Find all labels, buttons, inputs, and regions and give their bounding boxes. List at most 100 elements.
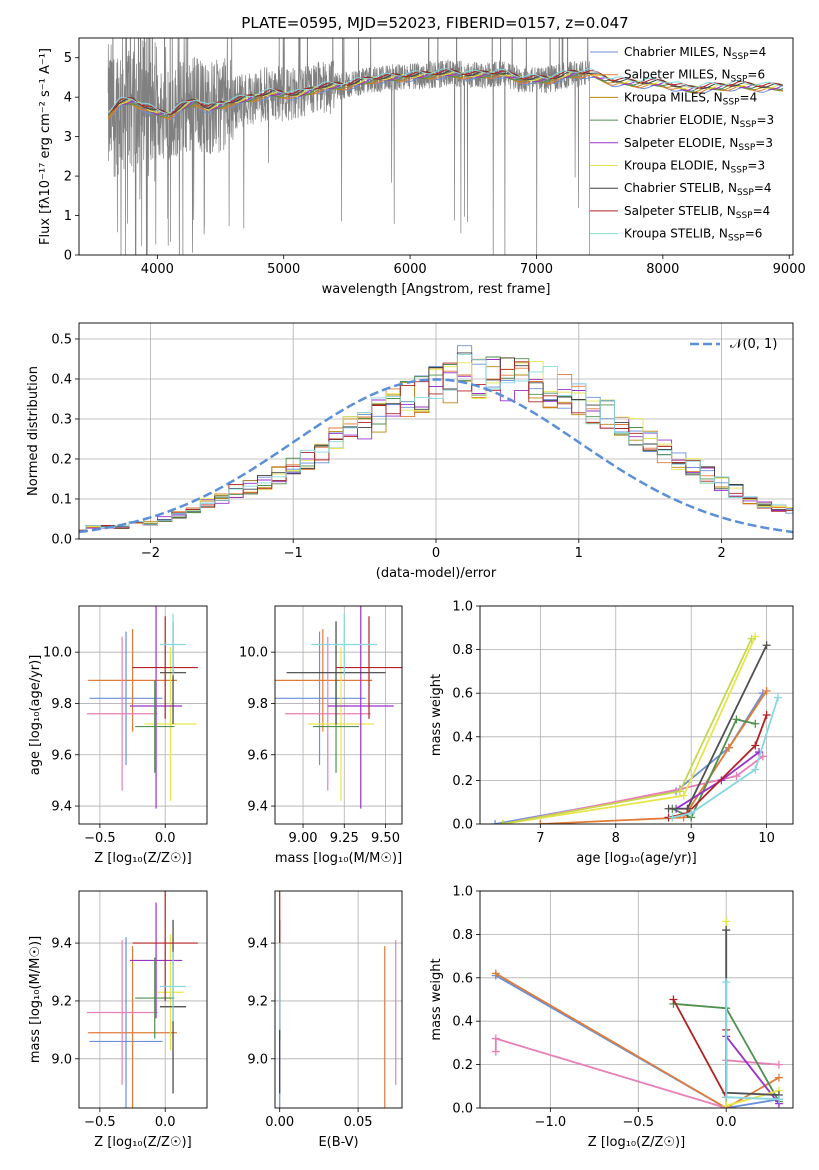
ebv-mass-panel: 0.00 0.05 9.0 9.2 9.4 E(B-V) — [247, 890, 403, 1150]
massweight-line — [495, 974, 780, 1108]
z-massweight-ytick-label: 0.4 — [452, 1015, 473, 1030]
legend-label-sub: SSP — [737, 188, 754, 198]
z-massweight-ytick-label: 0.0 — [452, 1102, 473, 1117]
spectrum-xlabel: wavelength [Angstrom, rest frame] — [322, 282, 551, 297]
residual-histogram — [79, 353, 793, 532]
z-age-plot-area — [86, 606, 198, 809]
age-massweight-ytick-label: 0.8 — [452, 643, 473, 658]
massweight-point — [751, 719, 760, 728]
residual-histogram — [79, 367, 793, 531]
legend-label-name: Chabrier ELODIE, N — [624, 113, 740, 127]
age-massweight-ytick-label: 1.0 — [452, 600, 473, 615]
z-mass-ytick-label: 9.4 — [51, 937, 72, 952]
age-massweight-plot-area — [491, 632, 782, 824]
massweight-point — [668, 813, 677, 822]
residual-histogram — [79, 359, 793, 531]
legend-label: Chabrier STELIB, NSSP=4 — [624, 181, 772, 198]
spectrum-ytick-label: 0 — [64, 249, 72, 264]
z-massweight-xlabel: Z [log₁₀(Z/Z☉)] — [588, 1135, 685, 1150]
z-massweight-xtick-label: −0.5 — [622, 1115, 654, 1130]
legend-label-count: =3 — [756, 113, 774, 127]
axes-frame — [274, 605, 403, 825]
z-massweight-ytick-label: 0.2 — [452, 1058, 473, 1073]
spectrum-ytick-label: 2 — [64, 170, 72, 185]
legend-label-name: Chabrier MILES, N — [624, 45, 732, 59]
legend-label-name: Kroupa STELIB, N — [624, 227, 728, 241]
legend-label-sub: SSP — [738, 143, 755, 153]
axes-frame — [479, 890, 794, 1109]
spectrum-xtick-label: 5000 — [267, 262, 300, 277]
massweight-point — [498, 820, 507, 824]
z-mass-panel: −0.5 0.0 9.0 9.2 9.4 Z [log₁₀(Z/Z☉)] mass [log… — [28, 890, 208, 1150]
legend-label-name: Salpeter MILES, N — [624, 68, 731, 82]
z-age-xlabel: Z [log₁₀(Z/Z☉)] — [94, 851, 191, 866]
age-massweight-xtick-label: 10 — [758, 831, 775, 846]
residuals-xtick-label: 1 — [575, 546, 583, 561]
residuals-ytick-label: 0.2 — [51, 453, 72, 468]
residual-histogram — [79, 356, 793, 533]
massweight-point — [669, 995, 678, 1004]
spectrum-xtick-label: 4000 — [141, 262, 174, 277]
z-age-xtick-label: −0.5 — [84, 831, 116, 846]
spectrum-plot-area — [107, 38, 784, 255]
z-age-ytick-label: 9.8 — [51, 697, 72, 712]
legend-label-name: Kroupa MILES, N — [624, 90, 723, 104]
massweight-line — [672, 697, 779, 819]
ebv-mass-ytick-label: 9.0 — [247, 1052, 268, 1067]
mass-age-xlabel: mass [log₁₀(M/M☉)] — [275, 851, 402, 866]
spectrum-xtick-label: 9000 — [773, 262, 806, 277]
axes-frame — [78, 322, 794, 540]
residuals-xtick-label: 2 — [717, 546, 725, 561]
spectrum-model-line — [107, 68, 784, 115]
legend-label: Salpeter STELIB, NSSP=4 — [624, 204, 770, 221]
massweight-line — [495, 972, 780, 1108]
massweight-line — [540, 690, 768, 824]
spectrum-model-line — [107, 72, 783, 119]
legend-label-count: =4 — [753, 204, 771, 218]
axes-frame — [78, 605, 208, 825]
z-age-ytick-label: 10.0 — [43, 646, 72, 661]
residuals-ytick-label: 0.0 — [51, 533, 72, 548]
massweight-point — [687, 809, 696, 818]
mass-age-ytick-label: 9.8 — [247, 697, 268, 712]
massweight-line — [671, 718, 756, 819]
mass-age-xtick-label: 9.00 — [289, 831, 318, 846]
residuals-plot-area — [79, 345, 793, 534]
legend-label-count: =3 — [747, 159, 765, 173]
legend-label-sub: SSP — [732, 52, 749, 62]
axes-frame — [479, 605, 794, 825]
spectrum-xtick-label: 7000 — [520, 262, 553, 277]
legend-label: Chabrier ELODIE, NSSP=3 — [624, 113, 774, 130]
massweight-point — [722, 1093, 731, 1102]
z-massweight-xtick-label: −1.0 — [535, 1115, 567, 1130]
massweight-point — [675, 787, 684, 796]
legend-label: 𝒩(0, 1) — [730, 337, 777, 352]
z-age-ytick-label: 9.4 — [51, 800, 72, 815]
spectrum-ytick-label: 4 — [64, 91, 72, 106]
z-mass-xtick-label: 0.0 — [155, 1115, 176, 1130]
massweight-point — [773, 693, 782, 702]
legend-label: Kroupa STELIB, NSSP=6 — [624, 227, 762, 244]
massweight-point — [722, 1101, 731, 1108]
z-age-ytick-label: 9.6 — [51, 748, 72, 763]
massweight-point — [732, 772, 741, 781]
legend-label-sub: SSP — [728, 234, 745, 244]
mass-age-plot-area — [275, 606, 402, 809]
legend-label-name: Kroupa ELODIE, N — [624, 159, 731, 173]
residuals-xtick-label: −1 — [284, 546, 303, 561]
age-massweight-xlabel: age [log₁₀(age/yr)] — [576, 851, 697, 866]
mass-age-panel: 9.00 9.25 9.50 9.4 9.6 9.8 10.0 mass [log₁₀(M/M… — [239, 605, 403, 866]
legend-label-count: =6 — [747, 68, 765, 82]
axes-frame — [78, 890, 208, 1109]
spectrum-panel: 4000 5000 6000 7000 8000 9000 0 1 2 3 4 5 wavelength… — [38, 37, 806, 297]
age-massweight-ytick-label: 0.6 — [452, 687, 473, 702]
z-mass-plot-area — [86, 891, 198, 1108]
z-age-ylabel: age [log₁₀(age/yr)] — [28, 655, 43, 776]
legend-label-sub: SSP — [740, 120, 757, 130]
spectrum-ytick-label: 1 — [64, 209, 72, 224]
spectrum-model-line — [107, 68, 783, 114]
residuals-ytick-label: 0.5 — [51, 333, 72, 348]
mass-age-ytick-label: 9.4 — [247, 800, 268, 815]
massweight-point — [722, 917, 731, 926]
massweight-point — [722, 926, 731, 935]
